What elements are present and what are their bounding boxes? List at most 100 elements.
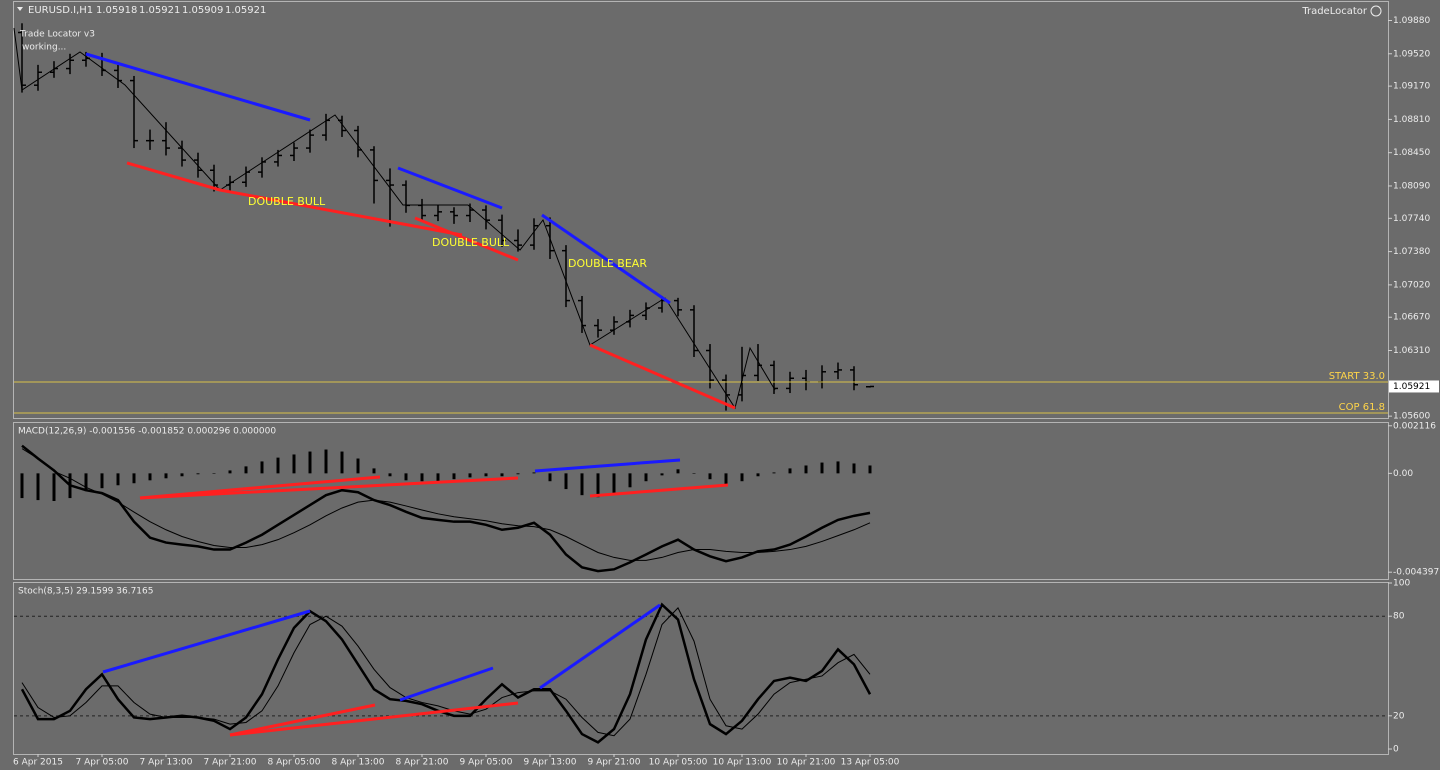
x-tick-label: 13 Apr 05:00 — [841, 758, 900, 768]
x-tick-label: 8 Apr 21:00 — [396, 758, 449, 768]
histogram-bar — [596, 473, 600, 498]
histogram-bar — [116, 473, 120, 486]
histogram-bar — [148, 473, 152, 481]
y-tick-label: 1.08810 — [1393, 115, 1430, 125]
trendline — [85, 52, 311, 122]
histogram-bar — [260, 461, 264, 474]
y-tick-label: 1.07740 — [1393, 214, 1430, 224]
x-tick-label: 7 Apr 05:00 — [76, 758, 129, 768]
x-tick-label: 9 Apr 13:00 — [524, 758, 577, 768]
high-value: 1.05921 — [139, 5, 180, 16]
histogram-bar — [756, 473, 760, 477]
line — [21, 444, 871, 573]
indicator-name: Trade Locator v3 — [19, 30, 95, 40]
histogram-bar — [36, 473, 40, 501]
histogram-bar — [740, 473, 744, 482]
y-tick-label: 100 — [1393, 579, 1410, 589]
x-tick-label: 10 Apr 21:00 — [777, 758, 836, 768]
histogram-bar — [340, 451, 344, 474]
histogram-bar — [20, 473, 24, 499]
histogram-bar — [404, 473, 408, 481]
stoch-title: Stoch(8,3,5) 29.1599 36.7165 — [18, 587, 153, 597]
pattern-label: DOUBLE BULL — [248, 195, 326, 208]
level-label: START 33.0 — [1329, 371, 1385, 382]
plot: 1.05600 1.06310 1.06670 1.07020 1.07380 1.077… — [13, 16, 1439, 768]
histogram-bar — [388, 473, 392, 477]
macd-title: MACD(12,26,9) -0.001556 -0.001852 0.0002… — [18, 427, 276, 437]
x-tick-label: 6 Apr 2015 — [13, 758, 63, 768]
histogram-bar — [164, 473, 168, 479]
trendline — [541, 213, 671, 305]
x-tick-label: 8 Apr 13:00 — [332, 758, 385, 768]
trendline — [229, 701, 519, 737]
macd-panel — [13, 422, 1389, 580]
histogram-bar — [228, 470, 232, 474]
histogram-bar — [772, 472, 776, 474]
histogram-bar — [356, 458, 360, 474]
pattern-label: DOUBLE BULL — [432, 236, 510, 249]
y-tick-label: 1.06670 — [1393, 313, 1430, 323]
brand-icon[interactable] — [1370, 5, 1382, 17]
histogram-bar — [196, 473, 200, 475]
price-marker — [1389, 380, 1439, 393]
histogram-bar — [500, 473, 504, 477]
histogram-bar — [436, 473, 440, 482]
histogram-bar — [692, 473, 696, 474]
x-tick-label: 7 Apr 21:00 — [204, 758, 257, 768]
histogram-bar — [836, 461, 840, 474]
trendline — [102, 609, 311, 674]
y-tick-label: 0 — [1393, 745, 1399, 755]
histogram-bar — [676, 469, 680, 474]
y-tick-label: 1.07380 — [1393, 247, 1430, 257]
y-tick-label: 1.06310 — [1393, 346, 1430, 356]
histogram-bar — [580, 473, 584, 496]
x-tick-label: 9 Apr 21:00 — [588, 758, 641, 768]
drawings — [13, 27, 1388, 737]
y-tick-label: -0.004397 — [1393, 568, 1439, 578]
histogram-bar — [564, 473, 568, 490]
histogram-bar — [52, 473, 56, 501]
histogram-bar — [324, 449, 328, 474]
histogram-bar — [820, 462, 824, 474]
histogram-bar — [660, 473, 664, 476]
y-tick-label: 20 — [1393, 711, 1405, 721]
histogram-bar — [868, 465, 872, 474]
histogram-bar — [180, 473, 184, 477]
histogram-bar — [644, 473, 648, 482]
histogram-bar — [468, 473, 472, 478]
line — [20, 602, 872, 744]
histogram-bar — [212, 473, 216, 474]
histogram-bar — [292, 454, 296, 474]
x-tick-label: 7 Apr 13:00 — [140, 758, 193, 768]
menu-arrow[interactable] — [17, 7, 23, 11]
y-tick-label: 1.08450 — [1393, 148, 1430, 158]
line — [21, 607, 871, 737]
histogram-bar — [308, 451, 312, 474]
histogram-bar — [276, 457, 280, 474]
histogram-bar — [804, 465, 808, 474]
trendline — [397, 166, 503, 210]
histogram-bar — [452, 473, 456, 480]
trendline — [229, 703, 376, 737]
brand: TradeLocator — [1301, 6, 1368, 17]
pattern-label: DOUBLE BEAR — [568, 257, 647, 270]
indicator-status: working... — [22, 43, 66, 53]
y-tick-label: 0.00 — [1393, 469, 1413, 479]
y-tick-label: 1.09520 — [1393, 49, 1430, 59]
histogram-bar — [788, 468, 792, 474]
stoch-panel — [13, 582, 1389, 755]
price-panel — [13, 1, 1389, 419]
trendline — [534, 458, 681, 473]
histogram-bar — [516, 473, 520, 475]
histogram-bar — [852, 463, 856, 474]
histogram-bar — [244, 466, 248, 474]
x-tick-label: 10 Apr 05:00 — [649, 758, 708, 768]
trendline — [414, 216, 519, 262]
y-tick-label: 1.08090 — [1393, 181, 1430, 191]
symbol: EURUSD.I,H1 — [28, 5, 93, 16]
open-value: 1.05918 — [96, 5, 137, 16]
y-tick-label: 80 — [1393, 612, 1405, 622]
histogram-bar — [132, 473, 136, 484]
low-value: 1.05909 — [182, 5, 223, 16]
histogram-bar — [708, 473, 712, 480]
